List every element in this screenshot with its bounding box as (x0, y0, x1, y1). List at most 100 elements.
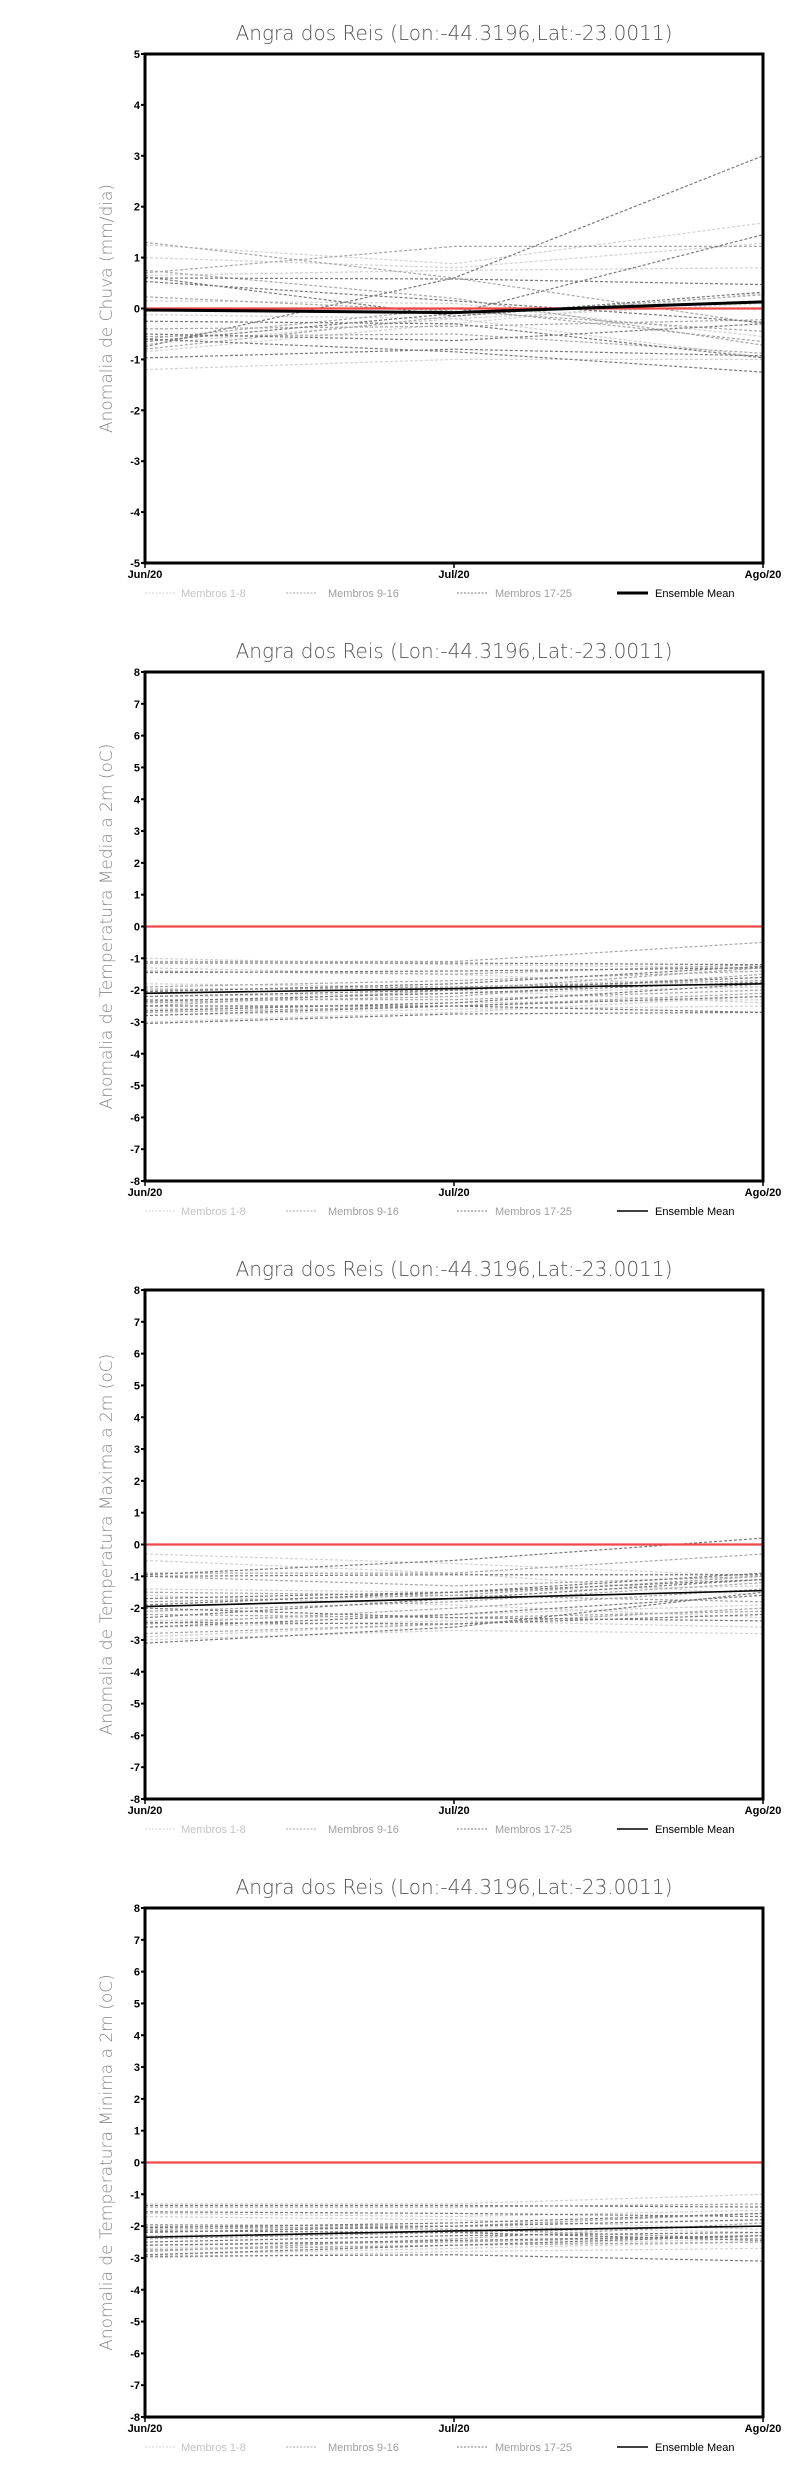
member-line-25 (144, 995, 764, 1017)
y-tick-label: -2 (130, 2221, 140, 2233)
y-tick-label: -2 (130, 405, 140, 417)
member-line-8 (144, 987, 764, 1004)
member-line-20 (144, 280, 764, 323)
x-tick-label: Ago/20 (745, 2423, 782, 2435)
member-line-12 (144, 319, 764, 330)
legend-ensemble-mean: Ensemble Mean (617, 2442, 735, 2454)
member-line-12 (144, 1582, 764, 1612)
member-line-16 (144, 1591, 764, 1603)
y-tick-label: -4 (130, 2285, 141, 2297)
chart-title: Angra dos Reis (Lon:-44.3196,Lat:-23.001… (236, 1257, 673, 1281)
legend-label: Ensemble Mean (655, 2442, 735, 2454)
plot-frame (143, 670, 765, 1183)
y-tick-label: 5 (134, 762, 140, 774)
y-tick-label: -4 (130, 1049, 141, 1061)
member-line-10 (144, 245, 763, 274)
member-line-22 (144, 2235, 764, 2256)
y-tick-label: -8 (130, 1176, 140, 1188)
member-line-1 (144, 222, 764, 265)
x-tick-label: Jun/20 (128, 569, 163, 581)
chart-panel-1: Angra dos Reis (Lon:-44.3196,Lat:-23.001… (0, 0, 800, 618)
legend-members-9-16: Membros 9-16 (286, 1824, 399, 1836)
member-line-21 (144, 2231, 764, 2243)
y-tick-label: -3 (130, 1017, 140, 1029)
legend-members-9-16: Membros 9-16 (286, 2442, 399, 2454)
x-tick-label: Jul/20 (438, 1805, 469, 1817)
member-line-2 (144, 967, 764, 988)
legend-label: Membros 9-16 (328, 1206, 399, 1218)
y-tick-label: -3 (130, 2253, 140, 2265)
legend-label: Ensemble Mean (655, 1206, 735, 1218)
member-line-1 (144, 957, 764, 969)
x-tick-label: Ago/20 (745, 1187, 782, 1199)
member-line-3 (144, 2238, 764, 2249)
legend-ensemble-mean: Ensemble Mean (617, 1824, 735, 1836)
member-line-9 (145, 1553, 764, 1574)
y-tick-label: 2 (134, 2094, 140, 2106)
y-tick-label: -5 (130, 1699, 140, 1711)
member-line-14 (144, 970, 764, 988)
legend-label: Membros 1-8 (181, 1206, 246, 1218)
y-tick-label: 2 (134, 858, 140, 870)
legend-members-17-25: Membros 17-25 (457, 588, 572, 600)
y-tick-label: -5 (130, 1081, 140, 1093)
member-line-19 (144, 2212, 764, 2229)
member-line-3 (144, 1585, 764, 1593)
member-line-11 (144, 269, 764, 346)
y-tick-label: 4 (134, 1412, 141, 1424)
y-tick-label: 8 (134, 667, 140, 679)
chart-svg: Angra dos Reis (Lon:-44.3196,Lat:-23.001… (97, 639, 782, 1218)
member-line-18 (144, 967, 764, 974)
chart-svg: Angra dos Reis (Lon:-44.3196,Lat:-23.001… (97, 21, 781, 600)
member-line-14 (144, 296, 764, 333)
ensemble-mean-line (144, 2225, 764, 2239)
x-tick-label: Jul/20 (438, 1187, 469, 1199)
member-line-4 (144, 1604, 764, 1622)
x-tick-label: Jun/20 (128, 1805, 163, 1817)
y-tick-label: -4 (130, 1667, 141, 1679)
member-line-18 (144, 2211, 764, 2218)
member-line-6 (145, 2225, 764, 2234)
member-line-14 (144, 2219, 764, 2227)
y-tick-label: 1 (134, 890, 140, 902)
member-line-6 (144, 358, 763, 371)
x-tick-label: Jun/20 (128, 1187, 163, 1199)
member-line-10 (144, 2212, 764, 2230)
y-tick-label: -3 (130, 1635, 140, 1647)
chart-svg: Angra dos Reis (Lon:-44.3196,Lat:-23.001… (97, 1875, 782, 2454)
member-line-19 (144, 277, 764, 286)
ensemble-mean-line (144, 1589, 764, 1608)
y-tick-label: -6 (130, 1112, 140, 1124)
chart-panel-3: Angra dos Reis (Lon:-44.3196,Lat:-23.001… (0, 1236, 800, 1854)
member-line-4 (144, 314, 764, 358)
y-axis-label: Anomalia de Chuva (mm/dia) (97, 184, 117, 433)
legend-label: Membros 17-25 (495, 1824, 572, 1836)
x-tick-label: Ago/20 (745, 1805, 782, 1817)
y-tick-label: 0 (134, 2158, 140, 2170)
member-line-20 (144, 976, 764, 998)
y-tick-label: 6 (134, 1349, 140, 1361)
chart-title: Angra dos Reis (Lon:-44.3196,Lat:-23.001… (236, 639, 673, 663)
member-line-18 (144, 1574, 763, 1577)
y-tick-label: 8 (134, 1903, 140, 1915)
legend-ensemble-mean: Ensemble Mean (617, 588, 735, 600)
y-tick-label: 3 (134, 1444, 140, 1456)
member-line-3 (144, 267, 764, 277)
member-line-17 (145, 962, 764, 966)
y-tick-label: 0 (134, 1540, 140, 1552)
y-tick-label: 7 (134, 1935, 140, 1947)
y-tick-label: 8 (134, 1285, 140, 1297)
legend-label: Membros 9-16 (328, 2442, 399, 2454)
y-tick-label: -2 (130, 985, 140, 997)
y-tick-label: 1 (134, 253, 140, 265)
y-tick-label: -8 (130, 1794, 140, 1806)
y-tick-label: 3 (134, 151, 140, 163)
y-tick-label: 5 (134, 49, 140, 61)
y-tick-label: -6 (130, 1730, 140, 1742)
member-line-8 (144, 2209, 764, 2218)
x-tick-label: Jul/20 (438, 2423, 469, 2435)
chart-panel-4: Angra dos Reis (Lon:-44.3196,Lat:-23.001… (0, 1854, 800, 2472)
member-line-6 (144, 986, 764, 998)
member-line-17 (144, 155, 764, 348)
y-tick-label: 0 (134, 304, 140, 316)
